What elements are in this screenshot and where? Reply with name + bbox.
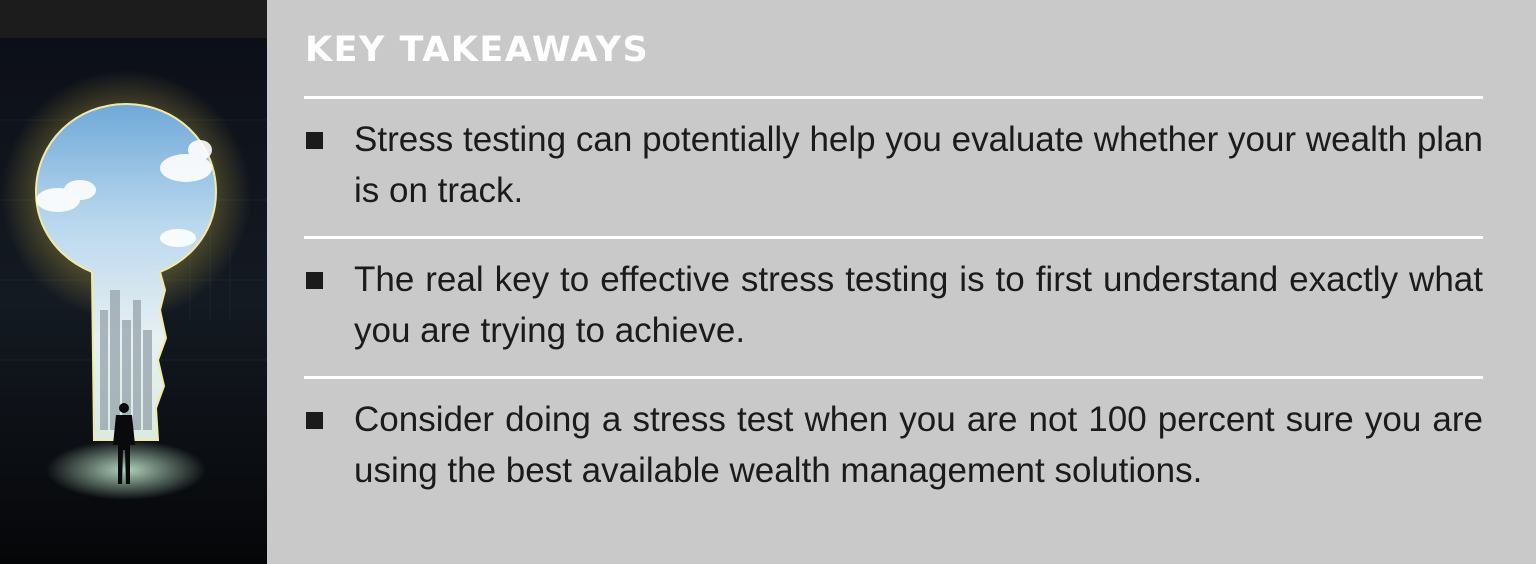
- takeaway-text: Stress testing can potentially help you …: [354, 120, 1483, 210]
- keyhole-illustration: [0, 0, 267, 564]
- divider-rule: [304, 376, 1483, 379]
- takeaway-text: The real key to effective stress testing…: [354, 260, 1483, 350]
- key-takeaways-panel: KEY TAKEAWAYS Stress testing can potenti…: [267, 0, 1536, 564]
- divider-rule: [304, 236, 1483, 239]
- takeaway-text: Consider doing a stress test when you ar…: [354, 400, 1483, 490]
- square-bullet-icon: [306, 412, 323, 429]
- divider-rule: [304, 96, 1483, 99]
- square-bullet-icon: [306, 132, 323, 149]
- takeaway-item: Stress testing can potentially help you …: [304, 114, 1483, 224]
- key-takeaways-heading: KEY TAKEAWAYS: [305, 30, 650, 70]
- takeaway-item: Consider doing a stress test when you ar…: [304, 394, 1483, 504]
- square-bullet-icon: [306, 272, 323, 289]
- takeaway-item: The real key to effective stress testing…: [304, 254, 1483, 364]
